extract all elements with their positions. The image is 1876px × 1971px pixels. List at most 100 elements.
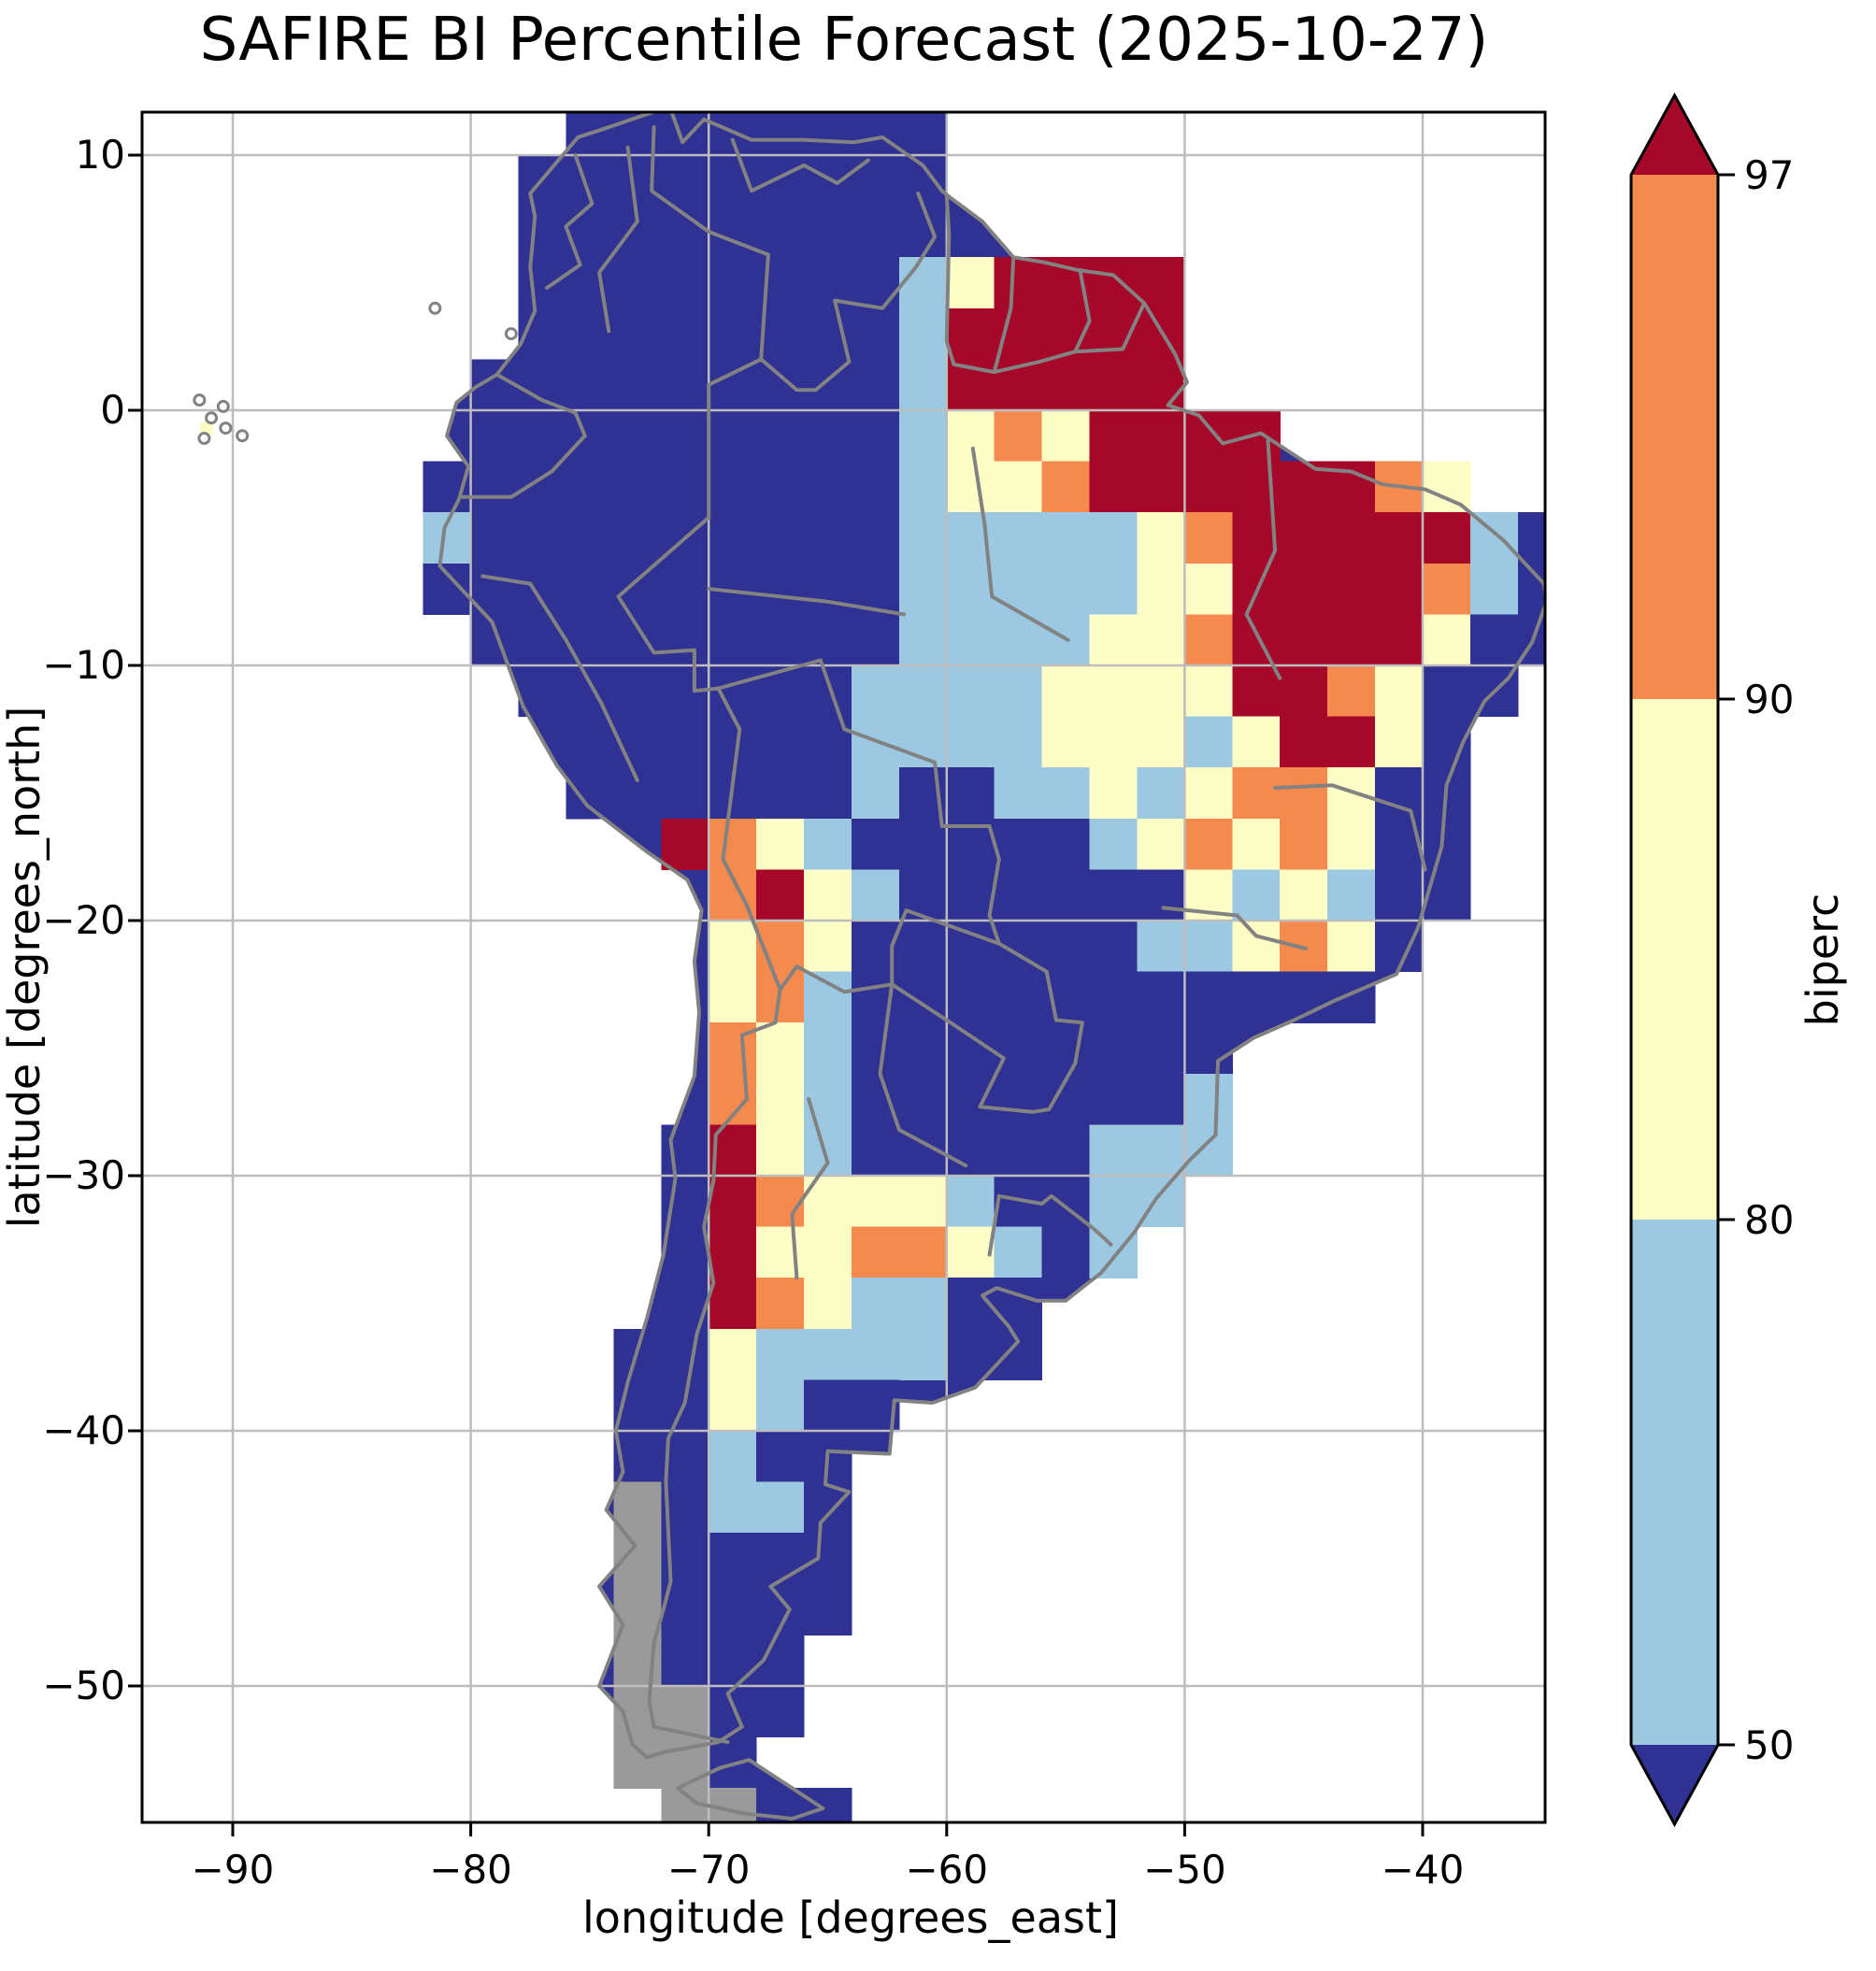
heatmap-cell (613, 307, 662, 360)
heatmap-cell (709, 921, 757, 973)
heatmap-cell (709, 614, 757, 666)
heatmap-cell (1327, 818, 1376, 870)
heatmap-cell (946, 563, 995, 615)
heatmap-cell (1089, 614, 1138, 666)
heatmap-cell (946, 461, 995, 513)
y-tick-label: −30 (42, 1152, 125, 1198)
x-tick-label: −50 (1143, 1847, 1226, 1892)
heatmap-cell (1137, 869, 1185, 921)
heatmap-cell (1423, 665, 1471, 718)
heatmap-cell (661, 307, 709, 360)
heatmap-cell (804, 1533, 852, 1585)
heatmap-cell (898, 563, 948, 615)
heatmap-cell (709, 1583, 757, 1635)
heatmap-cell (709, 1686, 757, 1738)
heatmap-cell (994, 971, 1043, 1023)
heatmap-cell (1137, 767, 1185, 820)
heatmap-cell (804, 410, 852, 463)
heatmap-cell (804, 1788, 852, 1822)
heatmap-cell (756, 410, 805, 463)
heatmap-cell (852, 1328, 900, 1380)
heatmap-cell (661, 1635, 709, 1687)
colorbar-segment (1631, 1220, 1718, 1745)
heatmap-cell (994, 614, 1043, 666)
heatmap-cell (852, 818, 900, 870)
heatmap-cell (1375, 563, 1424, 615)
heatmap-cell (804, 1073, 852, 1125)
heatmap-cell (804, 1328, 852, 1380)
admin-boundary (707, 587, 906, 617)
heatmap-cell (1089, 665, 1138, 718)
heatmap-cell (756, 512, 805, 564)
admin-boundary (650, 125, 770, 520)
heatmap-cell (804, 1226, 852, 1278)
heatmap-cell (470, 461, 520, 513)
heatmap-cell (1423, 614, 1471, 666)
boundary-layer (193, 112, 1545, 1821)
heatmap-cell (898, 1328, 948, 1380)
heatmap-cell (709, 1379, 757, 1432)
heatmap-cell (994, 869, 1043, 921)
heatmap-cell (518, 410, 566, 463)
heatmap-cell (1184, 716, 1233, 768)
heatmap-cell (804, 716, 852, 768)
heatmap-cell (994, 257, 1043, 309)
heatmap-cell (898, 206, 948, 258)
heatmap-cell (1232, 614, 1281, 666)
island-outline (216, 399, 230, 413)
admin-boundary (616, 515, 742, 862)
heatmap-cell (804, 614, 852, 666)
heatmap-cell (1041, 921, 1091, 973)
heatmap-cell (1089, 971, 1138, 1023)
heatmap-cell (994, 461, 1043, 513)
page-title: SAFIRE BI Percentile Forecast (2025-10-2… (200, 6, 1489, 75)
heatmap-cell (994, 716, 1043, 768)
heatmap-cell (1280, 614, 1328, 666)
heatmap-cell (709, 818, 757, 870)
heatmap-cell (1375, 614, 1424, 666)
heatmap-cell (756, 716, 805, 768)
heatmap-cell (898, 1278, 948, 1330)
heatmap-cell (756, 1022, 805, 1075)
admin-boundary (759, 191, 938, 393)
heatmap-cell (898, 1226, 948, 1278)
heatmap-cell (756, 869, 805, 921)
heatmap-cell (661, 112, 709, 156)
heatmap-cell (852, 512, 900, 564)
heatmap-cell (1089, 461, 1138, 513)
heatmap-cell (898, 257, 948, 309)
heatmap-cell (804, 1022, 852, 1075)
heatmap-cell (709, 206, 757, 258)
heatmap-cell (804, 512, 852, 564)
island-outline (197, 432, 211, 446)
heatmap-cell (566, 563, 614, 615)
heatmap-cell (1089, 921, 1138, 973)
heatmap-cell (804, 1124, 852, 1177)
heatmap-cell (1232, 869, 1281, 921)
heatmap-cell (613, 563, 662, 615)
heatmap-cell (566, 716, 614, 768)
heatmap-cell (1041, 1226, 1091, 1278)
heatmap-cell (1137, 971, 1185, 1023)
admin-boundary (1161, 906, 1309, 950)
y-axis-label: latitude [degrees_north] (0, 707, 50, 1229)
heatmap-cell (709, 257, 757, 309)
heatmap-cell (804, 869, 852, 921)
heatmap-cell (1137, 1022, 1185, 1075)
heatmap-cell (613, 512, 662, 564)
heatmap-cell (709, 1328, 757, 1380)
heatmap-cell (756, 359, 805, 411)
heatmap-cell (852, 112, 900, 156)
heatmap-cell (566, 512, 614, 564)
heatmap-cell (994, 1328, 1043, 1380)
heatmap-cell (804, 1379, 852, 1432)
colorbar-label: biperc (1797, 893, 1848, 1027)
heatmap-cell (566, 410, 614, 463)
heatmap-cell (898, 1176, 948, 1228)
heatmap-cell (852, 767, 900, 820)
heatmap-cell (613, 461, 662, 513)
heatmap-cell (661, 1124, 709, 1177)
heatmap-cell (1089, 818, 1138, 870)
heatmap-cell (946, 1328, 995, 1380)
heatmap-cell (518, 512, 566, 564)
